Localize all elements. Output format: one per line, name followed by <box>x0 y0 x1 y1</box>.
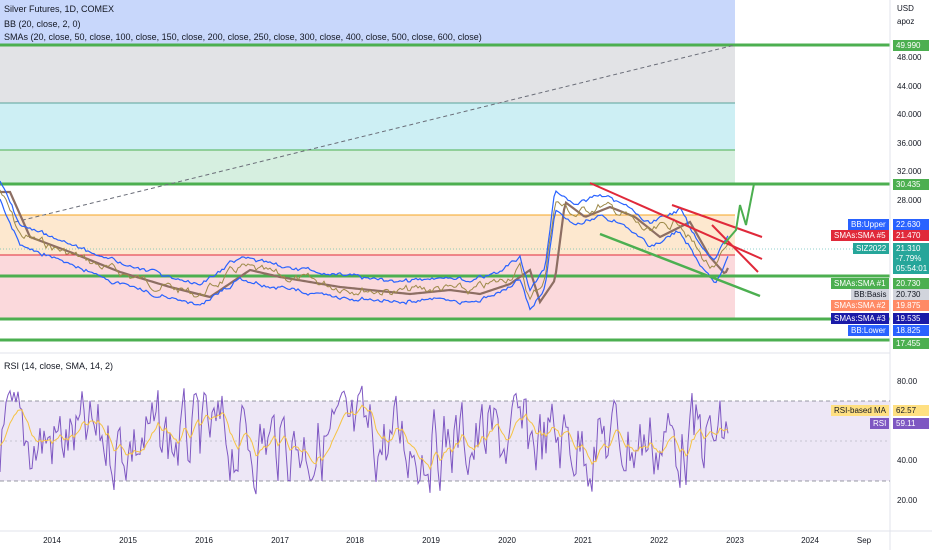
time-label: 2014 <box>43 536 61 545</box>
zone-blue <box>0 0 735 45</box>
rsi-line <box>0 385 729 495</box>
symbol-title[interactable]: Silver Futures, 1D, COMEX <box>4 4 115 14</box>
time-label: 2024 <box>801 536 819 545</box>
price-tick: 48.000 <box>897 53 922 62</box>
time-label: 2016 <box>195 536 213 545</box>
bb-lower-line <box>0 198 729 311</box>
price-tick: 40.000 <box>897 110 922 119</box>
price-value-tag: 21.310 <box>893 243 929 254</box>
projection-dashed-line[interactable] <box>14 44 736 223</box>
price-value-tag: 18.825 <box>893 325 929 336</box>
price-tick: 28.000 <box>897 196 922 205</box>
time-label: 2018 <box>346 536 364 545</box>
price-tick: 44.000 <box>897 82 922 91</box>
price-value-tag: 20.730 <box>893 289 929 300</box>
price-name-tag: BB:Upper <box>848 219 889 230</box>
trendline-red-2[interactable] <box>671 204 763 238</box>
time-label: 2017 <box>271 536 289 545</box>
projection-path[interactable] <box>723 183 755 245</box>
price-tick: 32.000 <box>897 167 922 176</box>
rsi-tick: 80.00 <box>897 377 918 386</box>
trendline-green-lower[interactable] <box>599 232 761 298</box>
price-line <box>0 189 729 301</box>
zone-red <box>0 255 735 320</box>
rsi-value-tag: 62.57 <box>893 405 929 416</box>
price-name-tag: BB:Basis <box>851 289 890 300</box>
bb-legend[interactable]: BB (20, close, 2, 0) <box>4 19 81 29</box>
price-value-tag: 19.875 <box>893 300 929 311</box>
zone-grey <box>0 45 735 103</box>
price-name-tag: BB:Lower <box>848 325 889 336</box>
sma-line <box>0 190 729 305</box>
price-value-tag: 19.535 <box>893 313 929 324</box>
zone-cyan <box>0 103 735 150</box>
price-name-tag: SIZ2022 <box>853 243 890 254</box>
time-label: 2019 <box>422 536 440 545</box>
price-value-tag: 22.630 <box>893 219 929 230</box>
rsi-legend[interactable]: RSI (14, close, SMA, 14, 2) <box>4 361 114 371</box>
price-value-tag: 05:54:01 <box>893 263 929 274</box>
time-label: Sep <box>856 536 872 545</box>
rsi-tick: 20.00 <box>897 496 918 505</box>
rsi-tick: 40.00 <box>897 456 918 465</box>
time-label: 2022 <box>650 536 668 545</box>
price-name-tag: SMAs:SMA #3 <box>831 313 889 324</box>
rsi-name-tag: RSI-based MA <box>831 405 890 416</box>
rsi-ma-line <box>0 404 729 471</box>
price-value-tag: 30.435 <box>893 179 929 190</box>
sma-legend[interactable]: SMAs (20, close, 50, close, 100, close, … <box>4 32 482 42</box>
currency-label: USD <box>897 4 914 13</box>
rsi-name-tag: RSI <box>870 418 890 429</box>
trendline-red-3[interactable] <box>711 224 759 273</box>
price-name-tag: SMAs:SMA #2 <box>831 300 889 311</box>
rsi-value-tag: 59.11 <box>893 418 929 429</box>
zone-green <box>0 150 735 185</box>
price-value-tag: 21.470 <box>893 230 929 241</box>
time-label: 2021 <box>574 536 592 545</box>
rsi-series <box>0 385 729 495</box>
price-value-tag: 20.730 <box>893 278 929 289</box>
bb-upper-line <box>0 180 729 293</box>
time-label: 2015 <box>119 536 137 545</box>
time-label: 2020 <box>498 536 516 545</box>
time-label: 2023 <box>726 536 744 545</box>
price-series <box>0 180 729 311</box>
price-name-tag: SMAs:SMA #5 <box>831 230 889 241</box>
price-value-tag: 49.990 <box>893 40 929 51</box>
price-name-tag: SMAs:SMA #1 <box>831 278 889 289</box>
price-value-tag: 17.455 <box>893 338 929 349</box>
price-tick: 36.000 <box>897 139 922 148</box>
price-value-tag: -7.79% <box>893 253 929 264</box>
author-label: apoz <box>897 17 915 26</box>
